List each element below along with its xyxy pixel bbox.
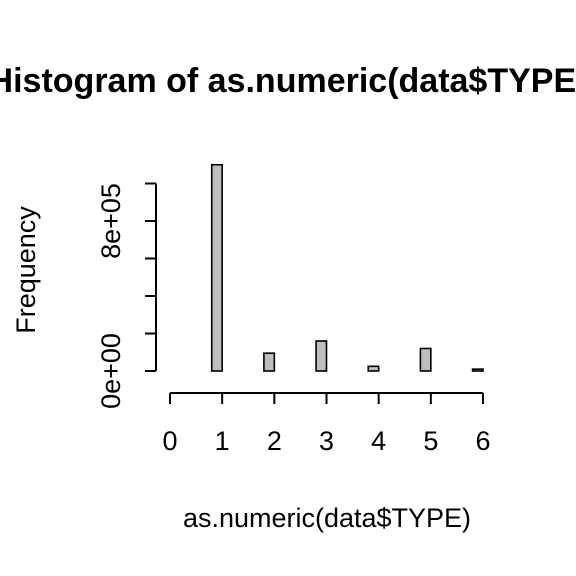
histogram-bar-19 [368,366,378,371]
x-axis-label: as.numeric(data$TYPE) [183,503,471,533]
x-tick-label-6: 6 [475,426,490,456]
y-tick-label-4: 8e+05 [96,183,126,259]
y-axis: 0e+00 8e+05 [96,183,156,409]
x-axis: 0 1 2 3 4 5 6 [162,393,490,456]
x-tick-label-1: 1 [215,426,230,456]
x-tick-label-4: 4 [371,426,386,456]
chart-title: Histogram of as.numeric(data$TYPE) [0,62,576,100]
bars-group [212,165,483,371]
histogram-bar-4 [212,165,222,371]
x-tick-label-5: 5 [423,426,438,456]
histogram-bar-29 [473,369,483,371]
x-tick-label-2: 2 [267,426,282,456]
histogram-bar-9 [264,353,274,371]
histogram-bar-14 [316,341,326,371]
histogram-bar-24 [420,349,430,372]
y-tick-label-0: 0e+00 [96,333,126,409]
x-tick-label-0: 0 [162,426,177,456]
y-axis-label: Frequency [11,206,41,334]
x-tick-label-3: 3 [319,426,334,456]
